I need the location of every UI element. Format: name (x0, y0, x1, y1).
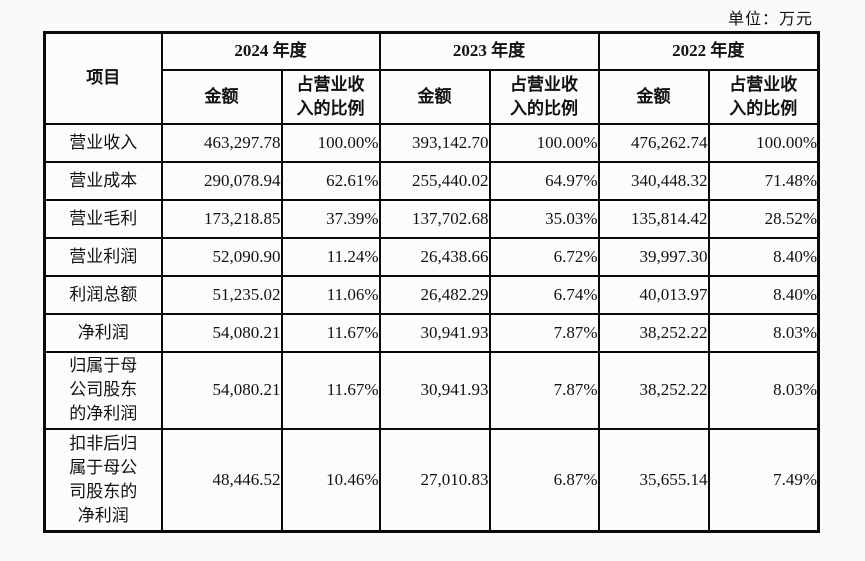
ratio-2024-cell: 11.67% (280, 312, 381, 353)
ratio-header-2022: 占营业收 入的比例 (707, 68, 820, 125)
amount-2024-cell: 173,218.85 (160, 198, 283, 239)
amount-2023-cell: 137,702.68 (378, 198, 491, 239)
ratio-2023-cell: 7.87% (488, 312, 600, 353)
amount-2022-cell: 38,252.22 (597, 312, 710, 353)
amount-2023-cell: 30,941.93 (378, 350, 491, 430)
item-column-header: 项目 (43, 31, 163, 125)
ratio-2024-cell: 37.39% (280, 198, 381, 239)
amount-2024-cell: 51,235.02 (160, 274, 283, 315)
amount-2022-cell: 40,013.97 (597, 274, 710, 315)
row-label: 营业收入 (43, 122, 163, 163)
ratio-2023-cell: 100.00% (488, 122, 600, 163)
row-label: 利润总额 (43, 274, 163, 315)
ratio-2023-cell: 6.72% (488, 236, 600, 277)
unit-label: 单位：万元 (727, 11, 813, 28)
ratio-2024-cell: 100.00% (280, 122, 381, 163)
table-row-net-profit: 净利润 54,080.21 11.67% 30,941.93 7.87% 38,… (43, 312, 820, 353)
ratio-header-2023: 占营业收 入的比例 (488, 68, 600, 125)
table-row-operating-cost: 营业成本 290,078.94 62.61% 255,440.02 64.97%… (43, 160, 820, 201)
amount-2022-cell: 35,655.14 (597, 427, 710, 533)
ratio-2022-cell: 71.48% (707, 160, 820, 201)
amount-2024-cell: 48,446.52 (160, 427, 283, 533)
year-header-2024: 2024 年度 (160, 31, 381, 71)
table-row-net-profit-parent-deducted: 扣非后归 属于母公 司股东的 净利润 48,446.52 10.46% 27,0… (43, 427, 820, 533)
header-row-metrics: 金额 占营业收 入的比例 金额 占营业收 入的比例 金额 占营业收 入的比例 (45, 68, 820, 125)
ratio-2023-cell: 64.97% (488, 160, 600, 201)
amount-2022-cell: 340,448.32 (597, 160, 710, 201)
row-label: 净利润 (43, 312, 163, 353)
amount-2024-cell: 54,080.21 (160, 312, 283, 353)
ratio-2024-cell: 62.61% (280, 160, 381, 201)
amount-2024-cell: 463,297.78 (160, 122, 283, 163)
ratio-2022-cell: 8.03% (707, 350, 820, 430)
table-row-gross-profit: 营业毛利 173,218.85 37.39% 137,702.68 35.03%… (43, 198, 820, 239)
amount-2024-cell: 290,078.94 (160, 160, 283, 201)
row-label: 营业成本 (43, 160, 163, 201)
header-row-years: 项目 2024 年度 2023 年度 2022 年度 (43, 31, 820, 125)
amount-2023-cell: 26,482.29 (378, 274, 491, 315)
ratio-2023-cell: 35.03% (488, 198, 600, 239)
ratio-2024-cell: 11.67% (280, 350, 381, 430)
amount-header-2023: 金额 (378, 68, 491, 125)
row-label: 营业利润 (43, 236, 163, 277)
amount-2022-cell: 476,262.74 (597, 122, 710, 163)
table-row-net-profit-parent: 归属于母 公司股东 的净利润 54,080.21 11.67% 30,941.9… (43, 350, 820, 430)
table-row-operating-profit: 营业利润 52,090.90 11.24% 26,438.66 6.72% 39… (43, 236, 820, 277)
amount-2023-cell: 393,142.70 (378, 122, 491, 163)
amount-2022-cell: 38,252.22 (597, 350, 710, 430)
ratio-2024-cell: 11.24% (280, 236, 381, 277)
year-header-2022: 2022 年度 (597, 31, 820, 71)
amount-2022-cell: 39,997.30 (597, 236, 710, 277)
ratio-2022-cell: 28.52% (707, 198, 820, 239)
year-header-2023: 2023 年度 (378, 31, 600, 71)
table-row-total-profit: 利润总额 51,235.02 11.06% 26,482.29 6.74% 40… (43, 274, 820, 315)
row-label: 归属于母 公司股东 的净利润 (43, 350, 163, 430)
amount-header-2024: 金额 (160, 68, 283, 125)
amount-2024-cell: 54,080.21 (160, 350, 283, 430)
amount-2023-cell: 255,440.02 (378, 160, 491, 201)
ratio-2022-cell: 7.49% (707, 427, 820, 533)
ratio-2022-cell: 8.40% (707, 236, 820, 277)
financial-table: 项目 2024 年度 2023 年度 2022 年度 金额 占营业收 入的比例 … (43, 31, 820, 533)
row-label: 营业毛利 (43, 198, 163, 239)
ratio-2022-cell: 8.40% (707, 274, 820, 315)
table-row-operating-revenue: 营业收入 463,297.78 100.00% 393,142.70 100.0… (43, 122, 820, 163)
amount-2023-cell: 27,010.83 (378, 427, 491, 533)
ratio-2023-cell: 6.87% (488, 427, 600, 533)
amount-2023-cell: 26,438.66 (378, 236, 491, 277)
row-label: 扣非后归 属于母公 司股东的 净利润 (43, 427, 163, 533)
amount-2023-cell: 30,941.93 (378, 312, 491, 353)
ratio-2024-cell: 10.46% (280, 427, 381, 533)
amount-header-2022: 金额 (597, 68, 710, 125)
ratio-2022-cell: 8.03% (707, 312, 820, 353)
ratio-2023-cell: 6.74% (488, 274, 600, 315)
ratio-2023-cell: 7.87% (488, 350, 600, 430)
ratio-header-2024: 占营业收 入的比例 (280, 68, 381, 125)
ratio-2024-cell: 11.06% (280, 274, 381, 315)
amount-2024-cell: 52,090.90 (160, 236, 283, 277)
ratio-2022-cell: 100.00% (707, 122, 820, 163)
amount-2022-cell: 135,814.42 (597, 198, 710, 239)
